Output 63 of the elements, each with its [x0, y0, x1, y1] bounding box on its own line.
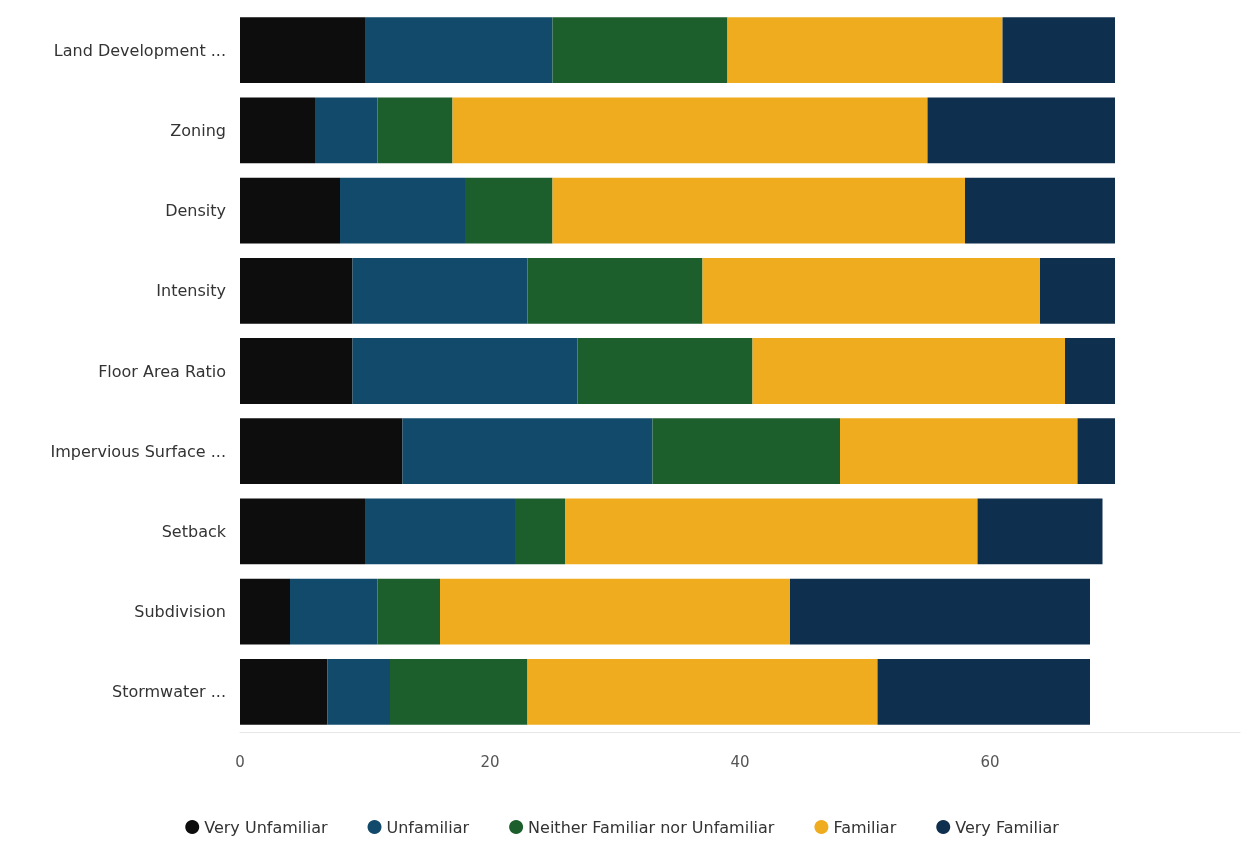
bar	[240, 17, 365, 83]
bar	[402, 418, 653, 485]
bar	[840, 418, 1078, 485]
legend-label: Neither Familiar nor Unfamiliar	[528, 817, 775, 837]
y-tick-label: Density	[165, 201, 226, 221]
y-tick-label: Impervious Surface ...	[50, 441, 226, 461]
x-tick-label: 20	[480, 752, 500, 771]
bar	[452, 97, 928, 164]
bar	[652, 418, 840, 485]
bar	[352, 257, 528, 324]
bar	[977, 498, 1103, 565]
bar	[577, 338, 753, 404]
bar	[1077, 418, 1115, 485]
bar	[240, 257, 353, 324]
bar	[440, 578, 790, 645]
bar	[340, 177, 465, 244]
bar	[240, 578, 290, 645]
bar	[1002, 17, 1115, 83]
y-tick-label: Land Development ...	[53, 40, 226, 60]
legend-label: Very Unfamiliar	[204, 817, 328, 837]
bar	[527, 659, 878, 725]
bar	[1040, 257, 1115, 324]
bar	[727, 17, 1003, 83]
y-tick-label: Intensity	[156, 281, 226, 301]
bar	[240, 418, 403, 485]
y-tick-label: Setback	[161, 521, 227, 541]
bar	[327, 659, 390, 725]
bar	[377, 578, 440, 645]
bar	[240, 177, 340, 244]
bar	[315, 97, 378, 164]
bar	[790, 578, 1090, 645]
bar	[240, 97, 315, 164]
x-tick-label: 0	[235, 752, 245, 771]
y-tick-label: Stormwater ...	[111, 682, 226, 702]
bar	[515, 498, 565, 565]
y-tick-label: Zoning	[170, 120, 226, 140]
bar	[240, 338, 353, 404]
bar	[365, 498, 515, 565]
legend-label: Very Familiar	[955, 817, 1060, 837]
legend-label: Unfamiliar	[386, 817, 470, 837]
bar	[965, 177, 1115, 244]
bar	[465, 177, 553, 244]
y-tick-label: Subdivision	[134, 602, 226, 622]
bar	[552, 177, 965, 244]
bar	[365, 17, 553, 83]
bar	[390, 659, 528, 725]
bar	[240, 498, 365, 565]
bar	[702, 257, 1040, 324]
legend-label: Familiar	[833, 817, 897, 837]
bar	[527, 257, 703, 324]
x-tick-label: 60	[980, 752, 1000, 771]
bar	[565, 498, 978, 565]
bar	[377, 97, 453, 164]
bar	[352, 338, 578, 404]
bar	[240, 659, 328, 725]
x-tick-label: 40	[730, 752, 750, 771]
bar	[1065, 338, 1115, 404]
bar	[552, 17, 728, 83]
bar	[927, 97, 1115, 164]
bar	[290, 578, 378, 645]
bar	[752, 338, 1065, 404]
bar	[877, 659, 1090, 725]
y-tick-label: Floor Area Ratio	[98, 361, 226, 381]
